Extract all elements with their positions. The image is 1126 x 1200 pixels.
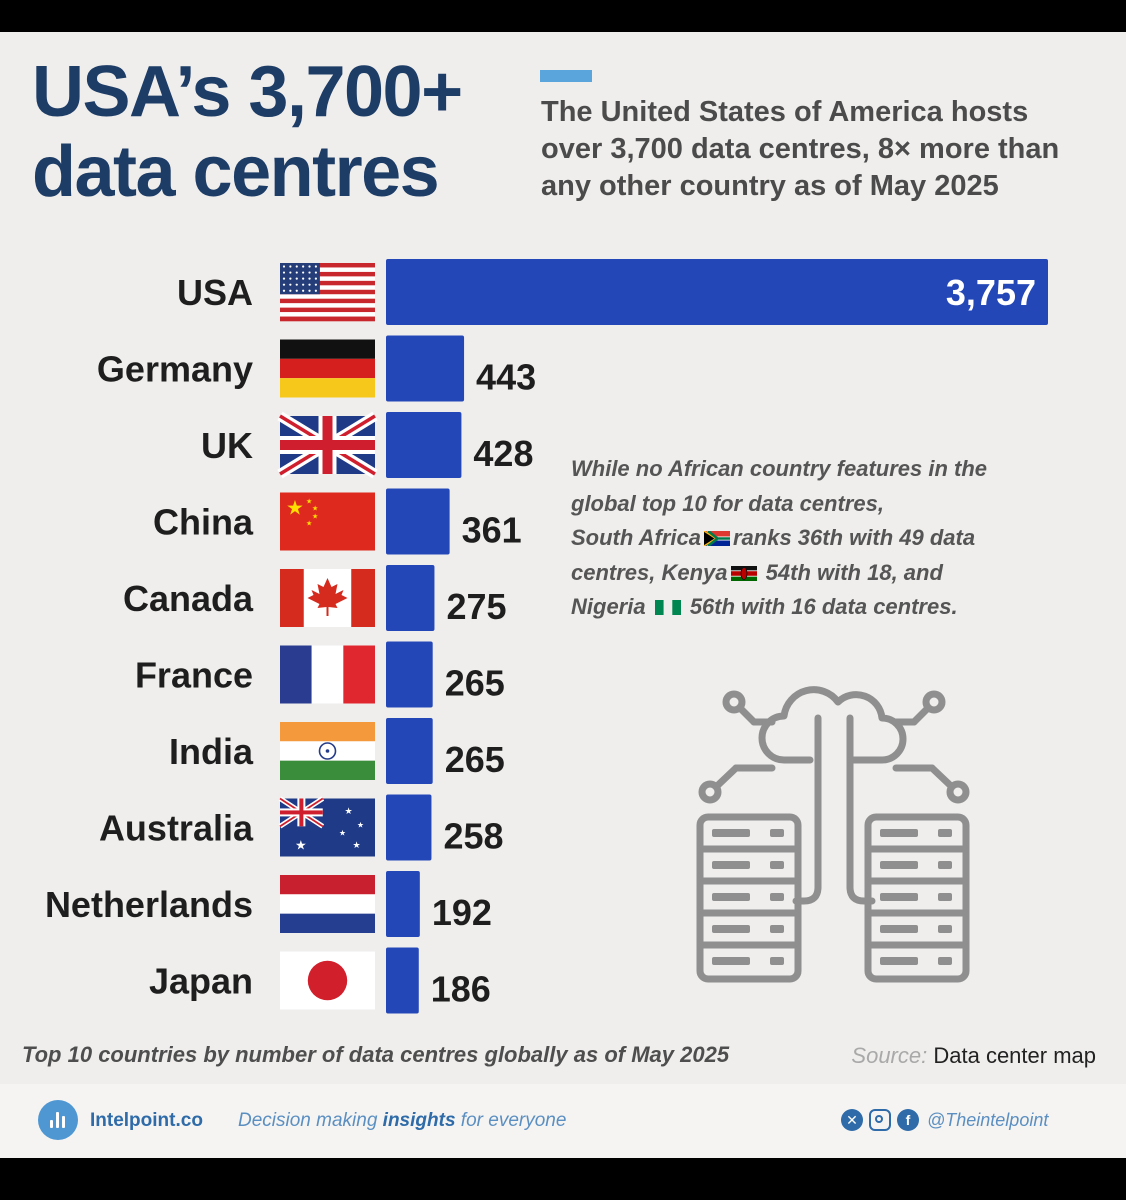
flag-south-africa-icon <box>703 531 730 546</box>
title-line-1: USA’s 3,700+ <box>32 52 463 132</box>
chart-row: Australia ★ ★ ★ ★ ★ 258 <box>99 794 504 861</box>
accent-bar <box>540 70 592 82</box>
flag-canada-icon <box>280 569 375 627</box>
flag-germany-icon <box>280 339 375 398</box>
flag-india-icon <box>280 722 375 780</box>
title-line-2: data centres <box>32 132 440 212</box>
category-label: Netherlands <box>45 884 253 925</box>
svg-text:★: ★ <box>312 505 318 513</box>
chart-row: UK 428 <box>201 411 533 479</box>
bar <box>386 565 435 631</box>
bar <box>386 718 433 784</box>
flag-france-icon <box>280 645 375 704</box>
source-value: Data center map <box>933 1043 1096 1068</box>
infographic: USA’s 3,700+ data centres The United Sta… <box>0 32 1126 1158</box>
flag-japan-icon <box>280 951 375 1010</box>
data-centre-server-icon <box>696 686 970 983</box>
subtitle-line-2: over 3,700 data centres, 8× more than <box>541 133 1060 165</box>
social-handle[interactable]: @Theintelpoint <box>927 1109 1049 1130</box>
bar <box>386 794 432 861</box>
source-key: Source: <box>851 1043 928 1068</box>
chart-row: India 265 <box>169 718 505 784</box>
subtitle: The United States of America hosts over … <box>541 94 1111 205</box>
data-label: 258 <box>443 816 503 857</box>
flag-kenya-icon <box>730 565 757 581</box>
instagram-icon[interactable] <box>869 1109 891 1131</box>
data-label: 361 <box>462 510 522 551</box>
bar <box>386 947 419 1014</box>
category-label: India <box>169 731 254 772</box>
bar <box>386 641 433 708</box>
data-label: 428 <box>473 433 533 474</box>
data-label: 186 <box>431 969 491 1010</box>
social-links: ✕ f @Theintelpoint <box>841 1106 1048 1134</box>
data-label: 265 <box>445 663 505 704</box>
data-label: 275 <box>446 586 506 627</box>
bar <box>386 871 420 937</box>
footer: Intelpoint.co Decision making insights f… <box>0 1084 1126 1158</box>
note-line: While no African country features in the <box>571 456 988 481</box>
chart-footnote: Top 10 countries by number of data centr… <box>22 1042 730 1067</box>
category-label: Japan <box>149 961 253 1002</box>
note-line: South Africa ranks 36th with 49 data <box>571 525 976 550</box>
page-title: USA’s 3,700+ data centres <box>32 52 463 212</box>
svg-text:★: ★ <box>295 839 307 854</box>
chart-row: Japan 186 <box>149 947 491 1014</box>
data-label: 265 <box>445 739 505 780</box>
flag-usa-icon <box>280 263 375 322</box>
bar <box>386 259 1048 325</box>
chart-row: Germany 443 <box>97 335 536 402</box>
svg-text:★: ★ <box>306 498 312 506</box>
bar <box>386 488 450 555</box>
category-label: France <box>135 655 253 696</box>
svg-text:★: ★ <box>353 841 361 851</box>
africa-note: While no African country features in the… <box>571 452 1091 625</box>
flag-uk-icon <box>277 411 378 479</box>
svg-text:★: ★ <box>339 829 346 838</box>
category-label: UK <box>201 425 253 466</box>
subtitle-line-3: any other country as of May 2025 <box>541 170 999 202</box>
chart-row: USA 3,757 <box>177 259 1048 325</box>
bar <box>386 412 462 478</box>
data-label: 192 <box>432 892 492 933</box>
tagline: Decision making insights for everyone <box>238 1110 566 1132</box>
svg-text:★: ★ <box>286 496 304 520</box>
chart-row: Netherlands 192 <box>45 871 492 937</box>
facebook-icon[interactable]: f <box>897 1109 919 1131</box>
tagline-post: for everyone <box>455 1110 567 1131</box>
flag-australia-icon: ★ ★ ★ ★ ★ <box>278 796 375 857</box>
data-label: 443 <box>476 357 536 398</box>
note-line: global top 10 for data centres, <box>571 490 884 516</box>
brand-link[interactable]: Intelpoint.co <box>90 1110 203 1131</box>
source-credit: Source: Data center map <box>851 1043 1096 1069</box>
note-line: Nigeria 56th with 16 data centres. <box>571 594 958 619</box>
intelpoint-logo-icon[interactable] <box>38 1100 78 1140</box>
category-label: USA <box>177 272 253 313</box>
tagline-pre: Decision making <box>238 1110 383 1131</box>
flag-china-icon: ★ ★★★★ <box>280 492 375 551</box>
category-label: Australia <box>99 808 254 849</box>
note-line: centres, Kenya 54th with 18, and <box>571 559 943 585</box>
bar <box>386 335 465 402</box>
flag-nigeria-icon <box>654 600 681 615</box>
chart-row: China ★ ★★★★ 361 <box>153 488 522 555</box>
data-label: 3,757 <box>946 272 1036 313</box>
tagline-bold: insights <box>382 1110 456 1131</box>
category-label: Canada <box>123 578 254 619</box>
chart-row: France 265 <box>135 641 505 708</box>
category-label: Germany <box>97 349 253 390</box>
subtitle-line-1: The United States of America hosts <box>541 96 1029 128</box>
category-label: China <box>153 502 254 543</box>
svg-text:★: ★ <box>357 821 364 830</box>
svg-text:★: ★ <box>306 520 312 528</box>
chart-row: Canada 275 <box>123 565 507 631</box>
svg-text:★: ★ <box>345 807 353 817</box>
flag-netherlands-icon <box>280 875 375 933</box>
svg-text:★: ★ <box>312 513 318 521</box>
x-icon[interactable]: ✕ <box>841 1109 863 1131</box>
